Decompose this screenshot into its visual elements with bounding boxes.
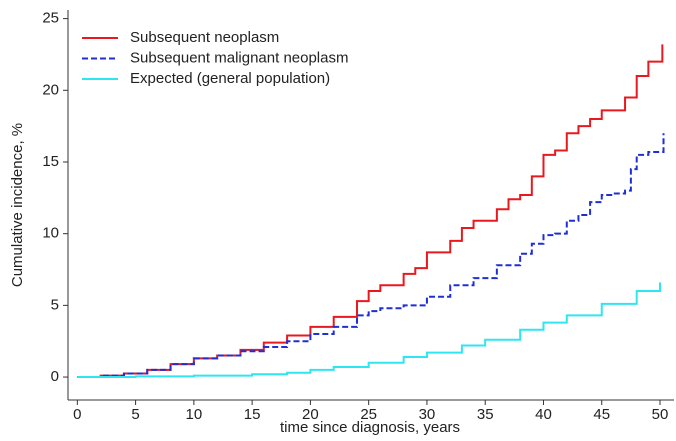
legend-label: Expected (general population): [130, 70, 330, 87]
y-tick-label: 20: [42, 81, 59, 98]
x-tick-label: 25: [360, 406, 377, 423]
x-tick-label: 40: [535, 406, 552, 423]
y-tick-label: 15: [42, 153, 59, 170]
x-tick-label: 0: [73, 406, 81, 423]
x-tick-label: 15: [244, 406, 261, 423]
legend-label: Subsequent neoplasm: [130, 29, 279, 46]
y-tick-label: 10: [42, 225, 59, 242]
series-line: [77, 133, 665, 379]
x-tick-label: 35: [477, 406, 494, 423]
x-tick-label: 5: [131, 406, 139, 423]
legend-label: Subsequent malignant neoplasm: [130, 49, 348, 66]
series-line: [77, 282, 662, 379]
x-axis-label: time since diagnosis, years: [280, 419, 460, 436]
series-line: [77, 44, 664, 379]
x-tick-label: 45: [593, 406, 610, 423]
y-tick-label: 5: [51, 296, 59, 313]
x-tick-label: 20: [302, 406, 319, 423]
x-tick-label: 50: [652, 406, 669, 423]
y-tick-label: 0: [51, 368, 59, 385]
y-axis-label: Cumulative incidence, %: [9, 123, 26, 287]
x-tick-label: 30: [419, 406, 436, 423]
x-tick-label: 10: [186, 406, 203, 423]
y-tick-label: 25: [42, 10, 59, 27]
